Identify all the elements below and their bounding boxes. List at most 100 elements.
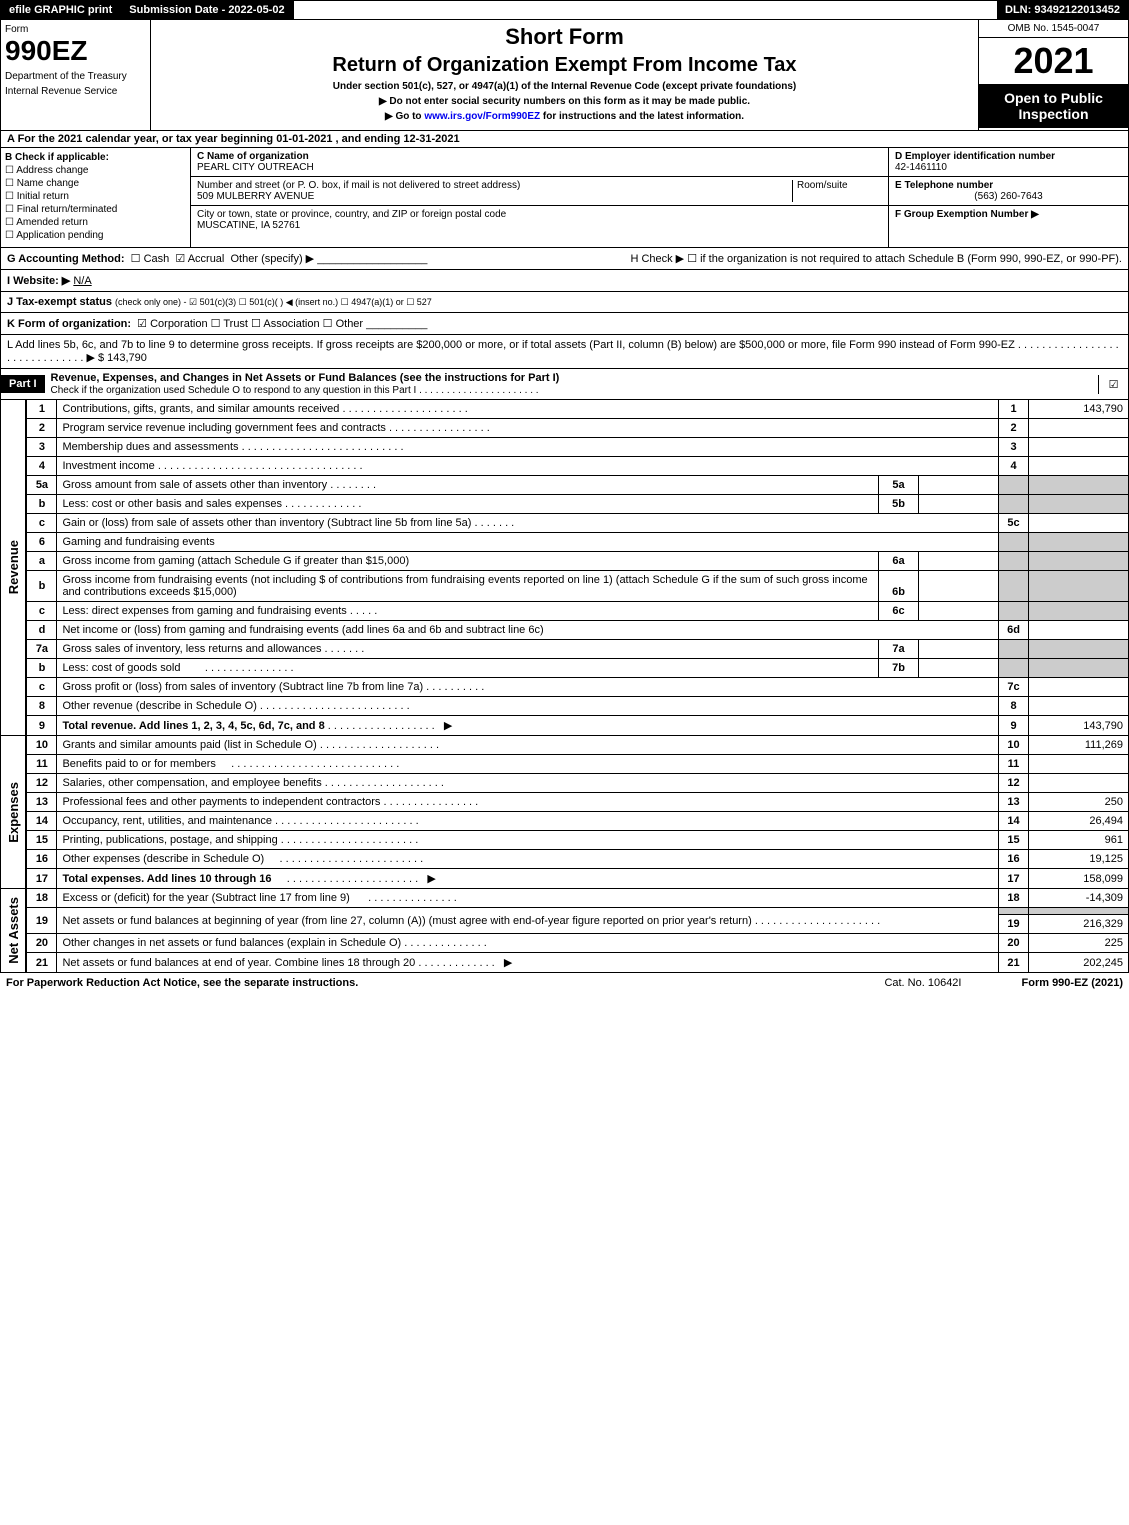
line-5a-desc: Gross amount from sale of assets other t…	[57, 476, 879, 495]
h-text: H Check ▶ ☐ if the organization is not r…	[427, 252, 1122, 265]
line-13-desc: Professional fees and other payments to …	[57, 793, 999, 812]
line-9-desc: Total revenue. Add lines 1, 2, 3, 4, 5c,…	[57, 716, 999, 736]
under-section: Under section 501(c), 527, or 4947(a)(1)…	[155, 81, 974, 92]
expenses-table: 10Grants and similar amounts paid (list …	[26, 736, 1129, 889]
street-label: Number and street (or P. O. box, if mail…	[197, 180, 520, 191]
section-c: C Name of organizationPEARL CITY OUTREAC…	[191, 148, 888, 247]
line-10-amt: 111,269	[1029, 736, 1129, 755]
chk-name[interactable]: ☐ Name change	[5, 178, 186, 189]
row-l: L Add lines 5b, 6c, and 7b to line 9 to …	[0, 335, 1129, 369]
line-3-desc: Membership dues and assessments . . . . …	[57, 438, 999, 457]
line-6a-desc: Gross income from gaming (attach Schedul…	[57, 552, 879, 571]
part-i-title: Revenue, Expenses, and Changes in Net As…	[51, 372, 560, 384]
line-15-desc: Printing, publications, postage, and shi…	[57, 831, 999, 850]
line-6-desc: Gaming and fundraising events	[57, 533, 999, 552]
line-14-amt: 26,494	[1029, 812, 1129, 831]
line-8-desc: Other revenue (describe in Schedule O) .…	[57, 697, 999, 716]
line-18-amt: -14,309	[1029, 889, 1129, 908]
dept-treasury: Department of the Treasury	[5, 71, 146, 82]
row-k: K Form of organization: ☑ Corporation ☐ …	[0, 313, 1129, 335]
d-label: D Employer identification number	[895, 151, 1055, 162]
ssn-warning: ▶ Do not enter social security numbers o…	[155, 96, 974, 107]
org-name: PEARL CITY OUTREACH	[197, 162, 314, 173]
chk-amended[interactable]: ☐ Amended return	[5, 217, 186, 228]
line-17-desc: Total expenses. Add lines 10 through 16 …	[57, 869, 999, 889]
top-bar: efile GRAPHIC print Submission Date - 20…	[0, 0, 1129, 20]
chk-pending[interactable]: ☐ Application pending	[5, 230, 186, 241]
line-6c-desc: Less: direct expenses from gaming and fu…	[57, 602, 879, 621]
g-label: G Accounting Method:	[7, 253, 125, 265]
chk-address[interactable]: ☐ Address change	[5, 165, 186, 176]
open-inspection: Open to Public Inspection	[979, 84, 1128, 128]
chk-initial[interactable]: ☐ Initial return	[5, 191, 186, 202]
irs-url-link[interactable]: www.irs.gov/Form990EZ	[424, 111, 540, 122]
side-revenue: Revenue	[6, 540, 21, 594]
line-16-desc: Other expenses (describe in Schedule O) …	[57, 850, 999, 869]
b-label: B Check if applicable:	[5, 152, 186, 163]
street-value: 509 MULBERRY AVENUE	[197, 191, 314, 202]
form-header: Form 990EZ Department of the Treasury In…	[0, 20, 1129, 131]
dln: DLN: 93492122013452	[997, 1, 1128, 19]
i-label: I Website: ▶	[7, 274, 70, 287]
line-1-desc: Contributions, gifts, grants, and simila…	[57, 400, 999, 419]
j-options: (check only one) - ☑ 501(c)(3) ☐ 501(c)(…	[115, 297, 432, 308]
c-label: C Name of organization	[197, 151, 309, 162]
form-label: Form	[5, 24, 146, 35]
line-17-amt: 158,099	[1029, 869, 1129, 889]
line-20-amt: 225	[1029, 934, 1129, 953]
part-i-checkbox[interactable]: ☑	[1098, 375, 1128, 394]
line-7c-desc: Gross profit or (loss) from sales of inv…	[57, 678, 999, 697]
section-d: D Employer identification number42-14611…	[888, 148, 1128, 247]
line-12-desc: Salaries, other compensation, and employ…	[57, 774, 999, 793]
line-4-desc: Investment income . . . . . . . . . . . …	[57, 457, 999, 476]
line-13-amt: 250	[1029, 793, 1129, 812]
j-label: J Tax-exempt status	[7, 296, 112, 308]
side-expenses: Expenses	[6, 782, 21, 843]
ein-value: 42-1461110	[895, 162, 947, 173]
line-21-desc: Net assets or fund balances at end of ye…	[57, 953, 999, 973]
revenue-table: 1Contributions, gifts, grants, and simil…	[26, 400, 1129, 736]
line-10-desc: Grants and similar amounts paid (list in…	[57, 736, 999, 755]
line-6d-desc: Net income or (loss) from gaming and fun…	[57, 621, 999, 640]
line-6b-desc: Gross income from fundraising events (no…	[57, 571, 879, 602]
k-label: K Form of organization:	[7, 318, 131, 330]
city-label: City or town, state or province, country…	[197, 209, 506, 220]
line-19-desc: Net assets or fund balances at beginning…	[57, 908, 999, 934]
paperwork-notice: For Paperwork Reduction Act Notice, see …	[6, 977, 358, 989]
efile-link[interactable]: efile GRAPHIC print	[1, 1, 121, 19]
line-15-amt: 961	[1029, 831, 1129, 850]
cat-number: Cat. No. 10642I	[884, 977, 961, 989]
line-7a-desc: Gross sales of inventory, less returns a…	[57, 640, 879, 659]
telephone-value: (563) 260-7643	[895, 191, 1122, 202]
form-ref: Form 990-EZ (2021)	[1022, 977, 1124, 989]
line-2-desc: Program service revenue including govern…	[57, 419, 999, 438]
part-i-check: Check if the organization used Schedule …	[51, 385, 539, 396]
section-b: B Check if applicable: ☐ Address change …	[1, 148, 191, 247]
row-g-h: G Accounting Method: ☐ Cash ☑ Accrual Ot…	[0, 248, 1129, 270]
row-j: J Tax-exempt status (check only one) - ☑…	[0, 292, 1129, 313]
section-a: A For the 2021 calendar year, or tax yea…	[0, 131, 1129, 148]
line-16-amt: 19,125	[1029, 850, 1129, 869]
line-21-amt: 202,245	[1029, 953, 1129, 973]
line-11-desc: Benefits paid to or for members . . . . …	[57, 755, 999, 774]
line-20-desc: Other changes in net assets or fund bala…	[57, 934, 999, 953]
line-1-amt: 143,790	[1029, 400, 1129, 419]
short-form-title: Short Form	[155, 24, 974, 50]
e-label: E Telephone number	[895, 180, 993, 191]
return-title: Return of Organization Exempt From Incom…	[155, 54, 974, 77]
chk-final[interactable]: ☐ Final return/terminated	[5, 204, 186, 215]
irs-label: Internal Revenue Service	[5, 86, 146, 97]
f-label: F Group Exemption Number ▶	[895, 209, 1039, 220]
line-14-desc: Occupancy, rent, utilities, and maintena…	[57, 812, 999, 831]
l-text: L Add lines 5b, 6c, and 7b to line 9 to …	[7, 339, 1119, 364]
part-i-header: Part I Revenue, Expenses, and Changes in…	[0, 369, 1129, 400]
k-options: ☑ Corporation ☐ Trust ☐ Association ☐ Ot…	[137, 317, 363, 330]
submission-date: Submission Date - 2022-05-02	[121, 1, 293, 19]
website-value: N/A	[73, 275, 91, 287]
tax-year: 2021	[979, 38, 1128, 84]
line-7b-desc: Less: cost of goods sold . . . . . . . .…	[57, 659, 879, 678]
city-value: MUSCATINE, IA 52761	[197, 220, 300, 231]
goto-link[interactable]: ▶ Go to www.irs.gov/Form990EZ for instru…	[155, 111, 974, 122]
page-footer: For Paperwork Reduction Act Notice, see …	[0, 973, 1129, 993]
side-net-assets: Net Assets	[6, 897, 21, 964]
